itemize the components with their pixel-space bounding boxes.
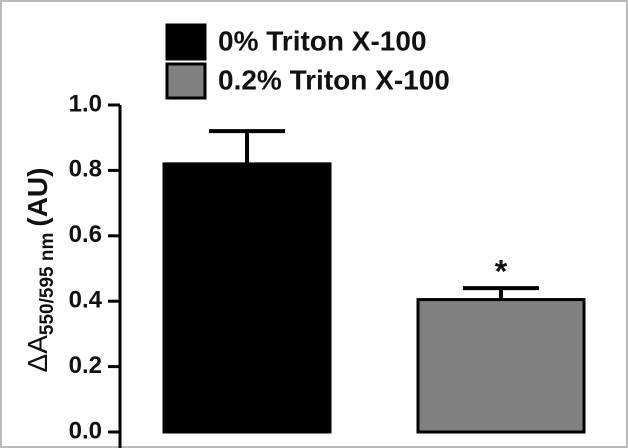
legend-label: 0% Triton X-100 (218, 25, 427, 56)
y-tick-label: 0.4 (69, 287, 103, 314)
legend-swatch (165, 23, 207, 61)
y-label-main: ΔA (22, 335, 53, 373)
y-label-sub: 550/595 nm (37, 233, 58, 335)
y-axis-label: ΔA550/595 nm (AU) (22, 168, 58, 373)
y-tick-label: 0.0 (69, 417, 102, 444)
significance-marker: * (495, 254, 508, 290)
y-tick-label: 1.0 (69, 90, 102, 117)
y-tick-label: 0.6 (69, 221, 102, 248)
legend-label: 0.2% Triton X-100 (218, 64, 450, 95)
y-tick-label: 0.2 (69, 352, 102, 379)
legend-swatch (165, 62, 207, 100)
bar (162, 162, 332, 434)
bar (416, 298, 586, 434)
y-label-unit: (AU) (22, 168, 53, 227)
y-tick-label: 0.8 (69, 156, 102, 183)
